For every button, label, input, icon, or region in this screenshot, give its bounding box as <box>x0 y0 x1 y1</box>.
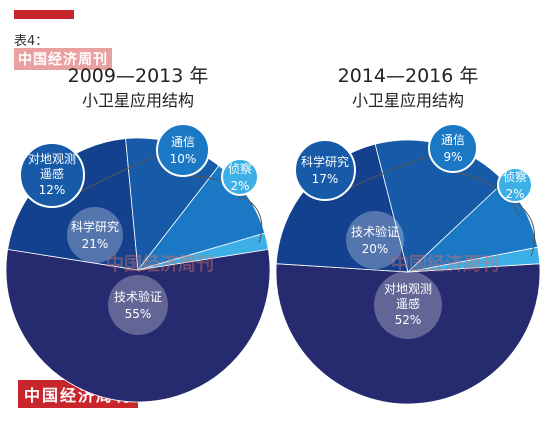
slice-label-bubble <box>497 167 533 203</box>
slice-name: 侦察 <box>228 162 252 176</box>
slice-name: 通信 <box>171 135 195 149</box>
slice-name: 对地观测 <box>384 282 432 296</box>
slice-name: 侦察 <box>503 170 527 184</box>
slice-value: 12% <box>39 183 66 197</box>
slice-label-bubble <box>294 139 356 201</box>
watermark-left: 中国经济周刊 <box>106 253 214 275</box>
leader-line <box>514 201 536 257</box>
slice-name: 通信 <box>441 133 465 147</box>
slice-name: 科学研究 <box>301 154 349 169</box>
slice-value: 10% <box>170 152 197 166</box>
chart-subtitle: 小卫星应用结构 <box>352 91 464 110</box>
slice-name-cont: 遥感 <box>40 166 64 181</box>
pie-slice-2-1 <box>275 263 541 405</box>
brand-logo-top: 中国经济周刊 <box>14 48 112 70</box>
slice-value: 21% <box>82 237 109 251</box>
pie-slice-1-1 <box>5 248 271 403</box>
chart-title: 2009—2013 年 <box>68 65 209 87</box>
leader-line <box>239 194 263 244</box>
pie-slice-1-5 <box>137 232 269 271</box>
slice-label-bg <box>67 207 123 263</box>
leader-line <box>452 171 519 216</box>
slice-name: 技术验证 <box>114 289 162 304</box>
slice-label-bubble <box>428 123 478 173</box>
chart-title: 2014—2016 年 <box>338 65 479 87</box>
slice-name: 技术验证 <box>351 224 399 239</box>
slice-label-bg <box>346 211 404 269</box>
slice-label-bg <box>374 271 442 339</box>
slice-name: 科学研究 <box>71 219 119 234</box>
slice-label-bubble <box>156 123 210 177</box>
header-accent-bar <box>14 10 74 19</box>
slice-value: 52% <box>395 313 422 327</box>
slice-name: 对地观测 <box>28 152 76 166</box>
slice-value: 2% <box>505 187 524 201</box>
pie-slice-2-5 <box>407 246 541 273</box>
chart-subtitle: 小卫星应用结构 <box>82 91 194 110</box>
slice-value: 20% <box>362 242 389 256</box>
slice-name-cont: 遥感 <box>396 296 420 311</box>
slice-value: 55% <box>125 307 152 321</box>
watermark-right: 中国经济周刊 <box>391 253 499 275</box>
slice-value: 2% <box>230 179 249 193</box>
table-label: 表4： <box>14 34 49 49</box>
slice-value: 17% <box>312 172 339 186</box>
slice-label-bubble <box>221 158 259 196</box>
slice-label-bg <box>108 275 168 335</box>
slice-value: 9% <box>443 150 462 164</box>
slice-label-bubble <box>19 142 85 208</box>
